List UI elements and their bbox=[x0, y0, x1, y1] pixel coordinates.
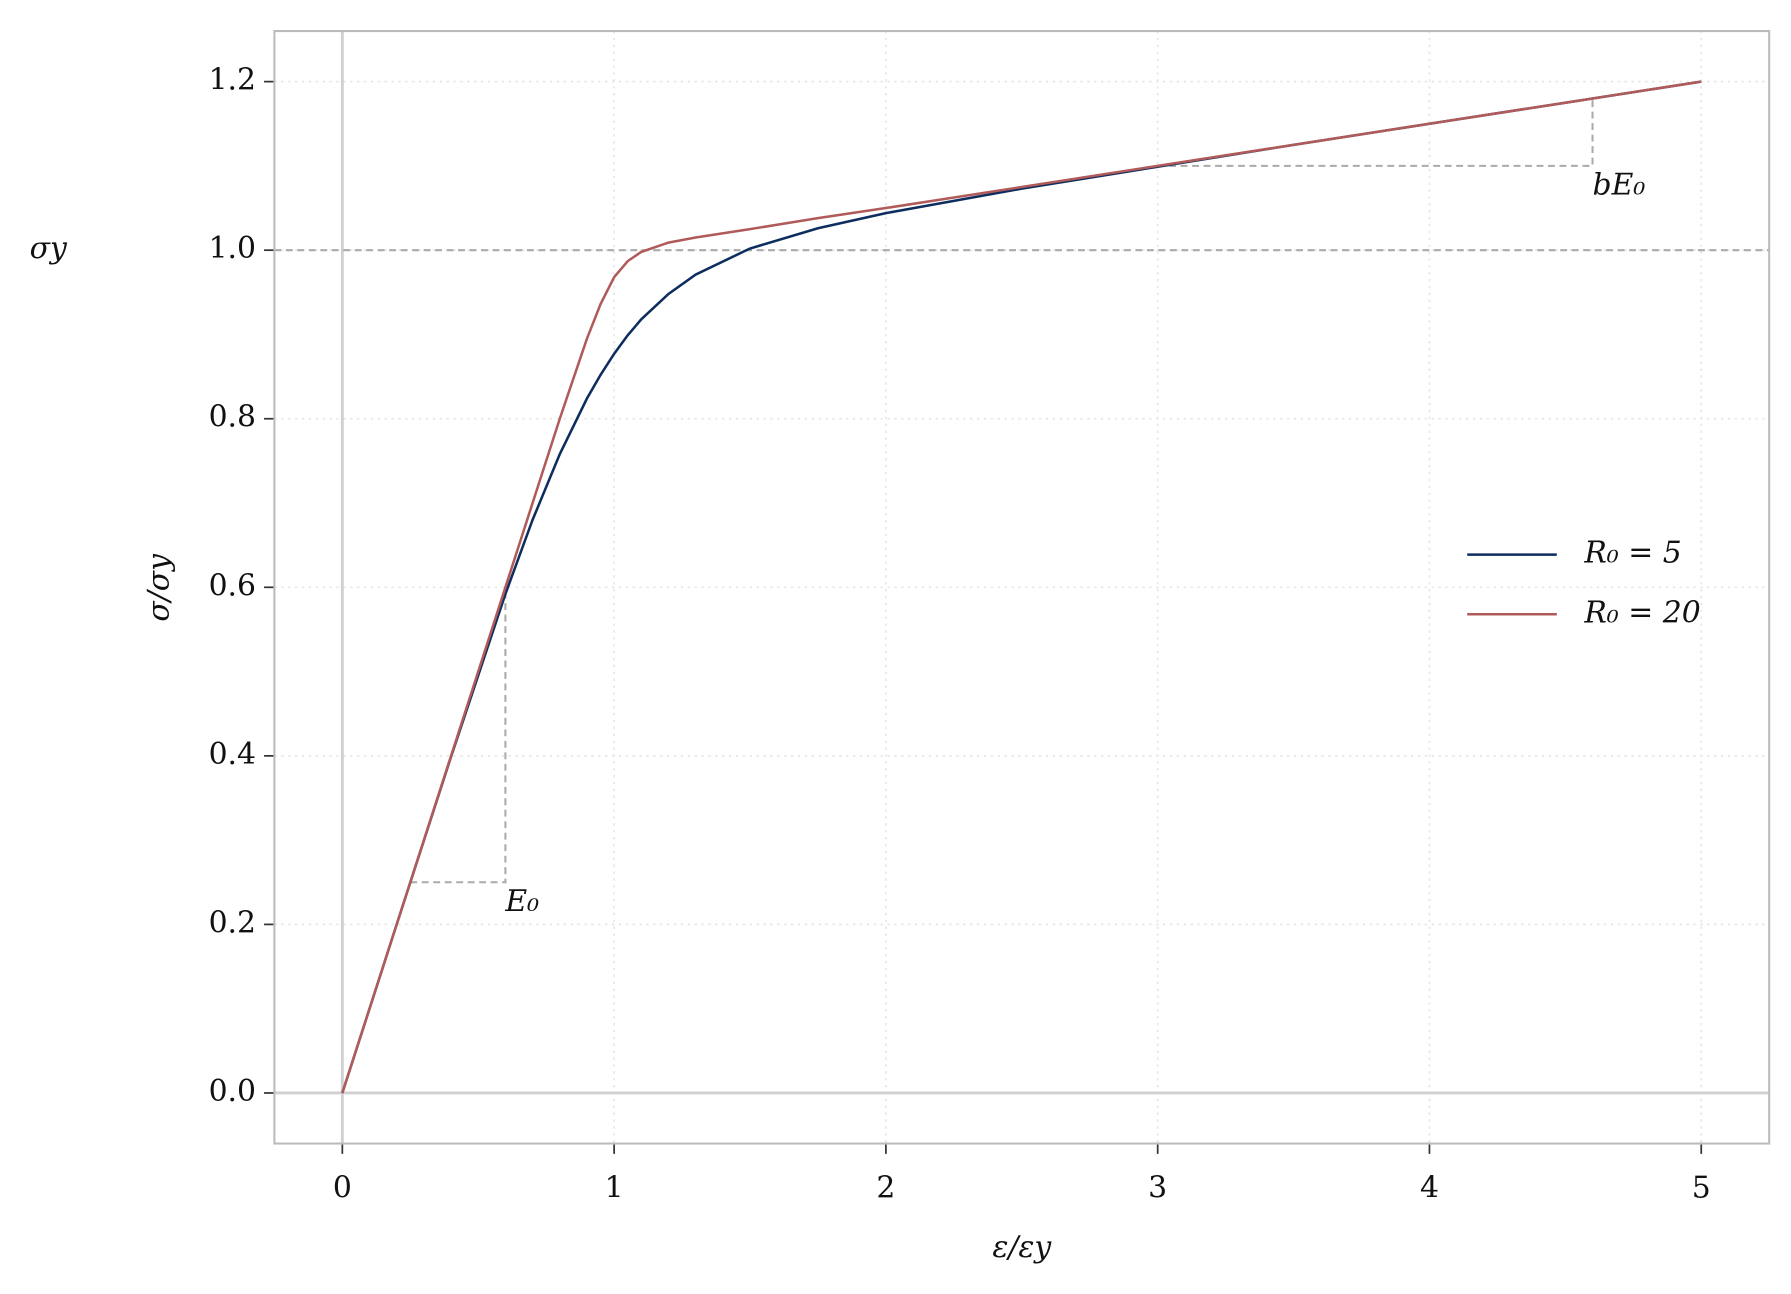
x-tick-label: 3 bbox=[1148, 1170, 1167, 1205]
plot-frame bbox=[273, 30, 1771, 1145]
slope-label: E₀ bbox=[504, 884, 539, 919]
line bbox=[341, 80, 1702, 1094]
x-tick-label: 0 bbox=[333, 1170, 352, 1205]
y-tick-label: 0.0 bbox=[209, 1074, 256, 1109]
line bbox=[341, 80, 1702, 1094]
x-tick-label: 1 bbox=[605, 1170, 624, 1205]
x-tick-label: 5 bbox=[1692, 1170, 1711, 1205]
reference-label: σy bbox=[30, 231, 68, 266]
y-tick-label: 0.2 bbox=[209, 905, 256, 940]
y-tick-label: 0.4 bbox=[209, 737, 256, 772]
y-axis-label: σ/σy bbox=[142, 553, 177, 622]
y-tick-label: 0.8 bbox=[209, 400, 256, 435]
x-tick-label: 4 bbox=[1420, 1170, 1439, 1205]
slope-guide bbox=[410, 587, 507, 884]
slope-label: bE₀ bbox=[1593, 168, 1646, 203]
legend-label: R₀ = 5 bbox=[1583, 536, 1681, 571]
x-axis-label: ε/εy bbox=[992, 1230, 1052, 1265]
y-tick-label: 1.0 bbox=[209, 231, 256, 266]
legend-label: R₀ = 20 bbox=[1583, 595, 1700, 630]
x-tick-label: 2 bbox=[876, 1170, 895, 1205]
y-tick-label: 1.2 bbox=[209, 63, 256, 98]
y-tick-label: 0.6 bbox=[209, 568, 256, 603]
